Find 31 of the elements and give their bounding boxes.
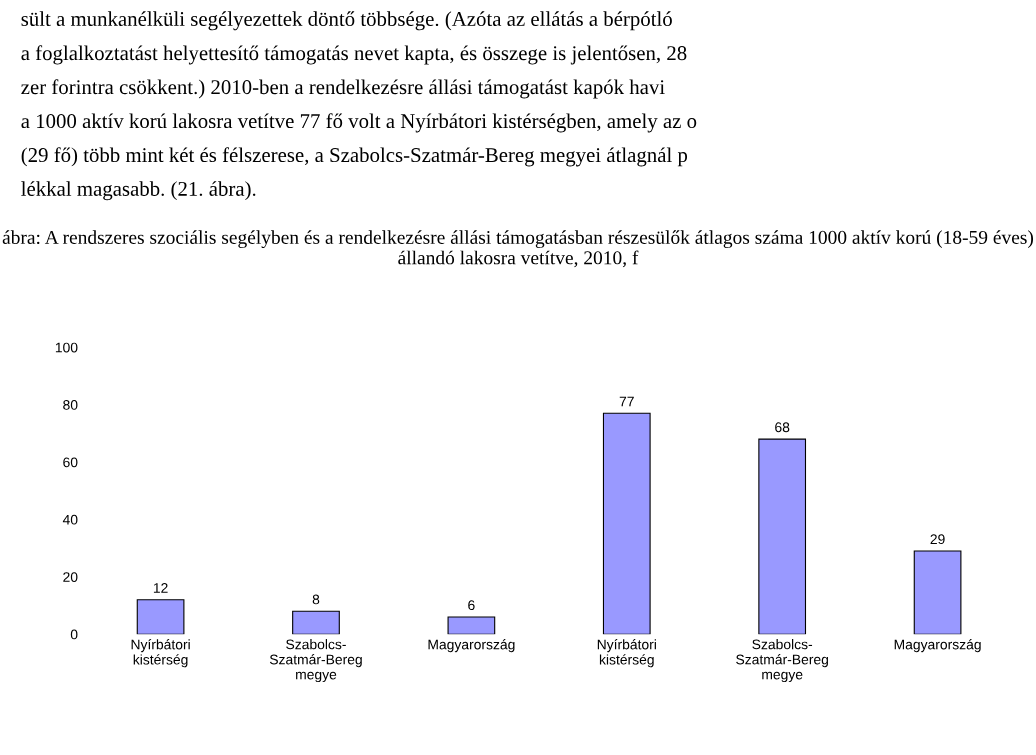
y-tick-label: 20 [63,572,78,582]
bar [602,412,651,635]
bar [447,616,496,635]
text: lékkal magasabb. (21. ábra). [21,181,256,201]
y-tick-label: 100 [55,342,78,353]
y-tick-label: 80 [63,400,78,410]
data-label: 8 [312,594,320,605]
bar [292,610,340,635]
bar [136,599,185,635]
chart-title: ábra: A rendszeres szociális segélyben és a rendelkezésre állási támogatásban részesülők átlagos száma 1000 aktív korú (18-59 éves) állandó lakosra vetítve, 2010, f [2,230,1034,268]
x-tick-label: Magyarország [894,639,981,653]
text: a 1000 aktív korú lakosra vetítve 77 fő volt a Nyírbátori kistérségben, amely az o [21,113,697,133]
y-tick-label: 0 [70,629,78,640]
x-tick-label: Nyírbátori kistérség [131,639,190,668]
data-label: 29 [930,534,945,545]
bar [913,550,962,635]
data-label: 77 [619,396,634,407]
x-tick-label: Magyarország [428,639,515,653]
y-tick-label: 40 [62,514,78,525]
y-tick-label: 60 [63,457,78,468]
data-label: 6 [468,600,475,611]
text: a foglalkoztatást helyettesítő támogatás nevet kapta, és összege is jelentősen, 28 [21,45,687,65]
text: (29 fő) több mint két és félszerese, a Szabolcs-Szatmár-Bereg megyei átlagnál p [21,147,688,167]
x-tick-label: Nyírbátori kistérség [597,639,656,668]
data-label: 68 [775,422,790,433]
data-label: 12 [153,583,168,593]
x-tick-label: Szabolcs-Szatmár-Bereg megye [269,639,362,683]
x-tick-label: Szabolcs-Szatmár-Bereg megye [736,639,828,683]
text: sült a munkanélküli segélyezettek döntő többsége. (Azóta az ellátás a bérpótló [21,11,672,31]
text: zer forintra csökkent.) 2010-ben a rendelkezésre állási támogatást kapók havi [21,79,665,99]
bar [758,438,807,635]
